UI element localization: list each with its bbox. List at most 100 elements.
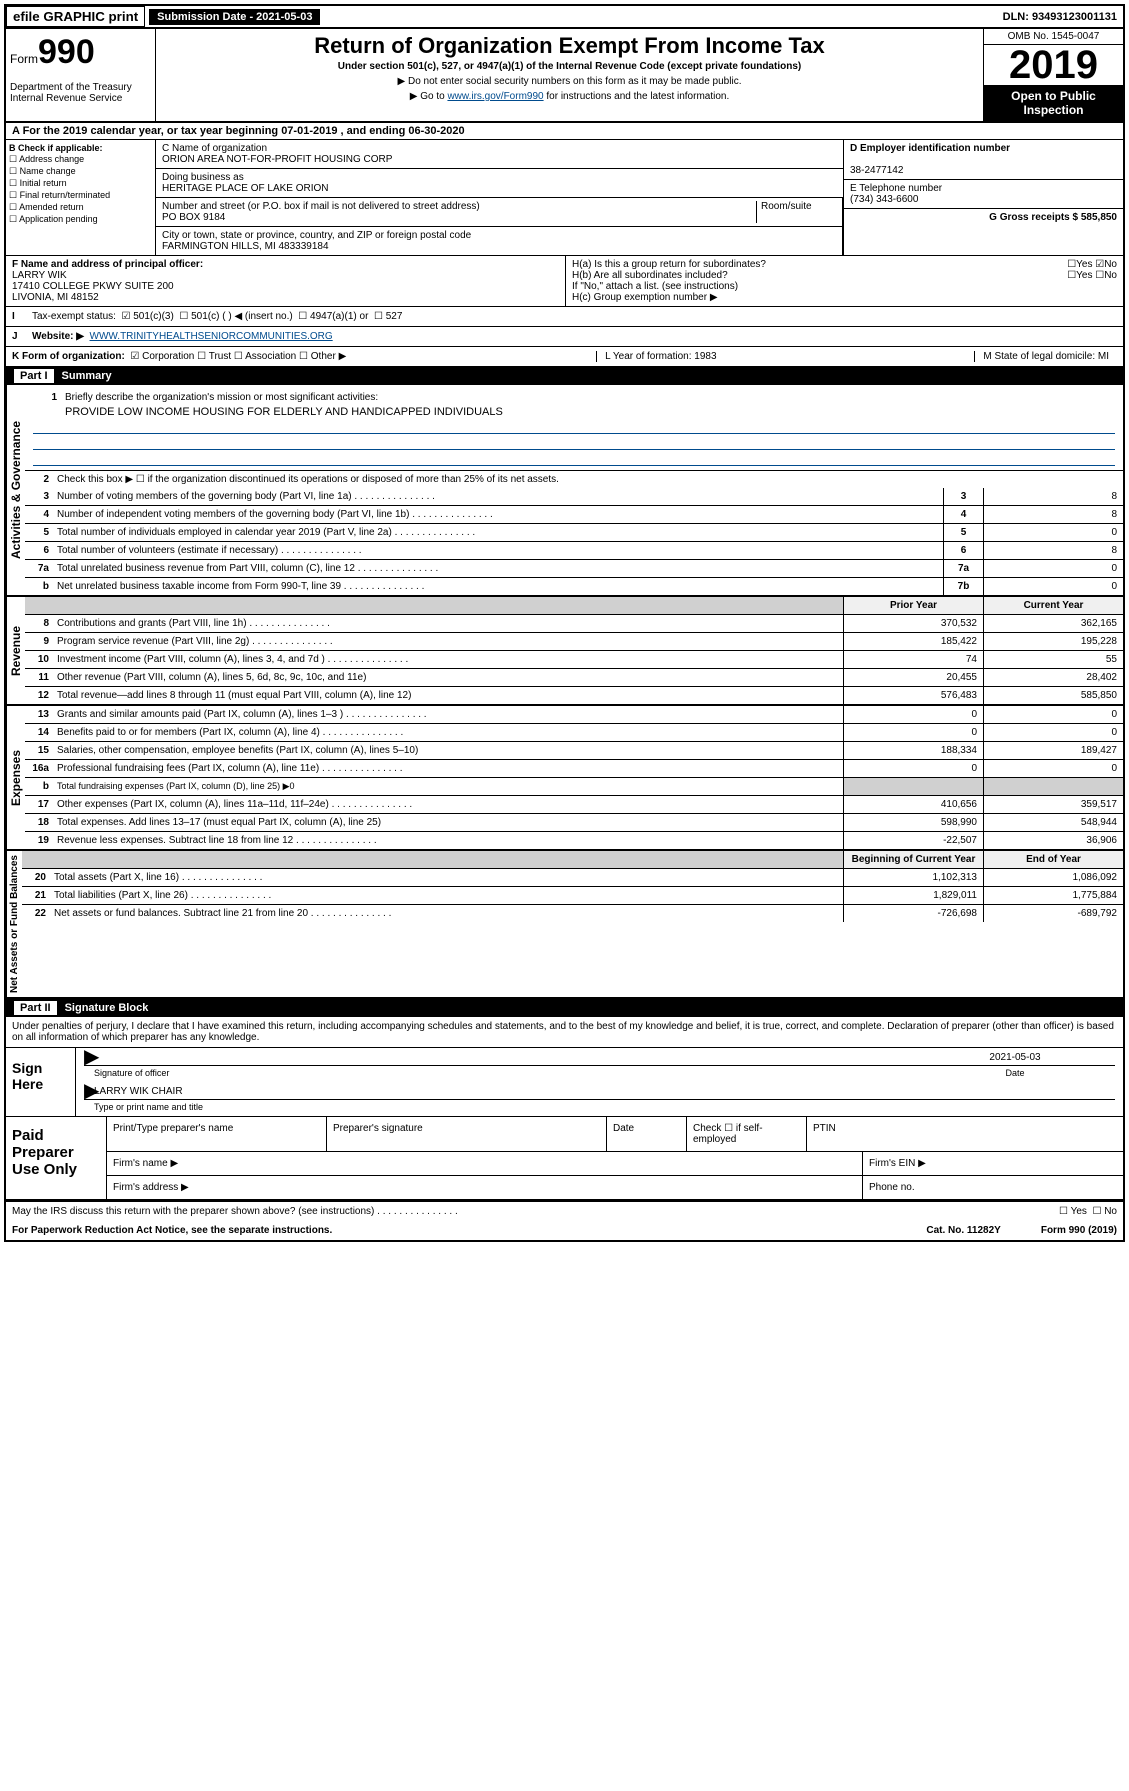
period-line: A For the 2019 calendar year, or tax yea… bbox=[6, 123, 1123, 140]
form-990-page: efile GRAPHIC print Submission Date - 20… bbox=[4, 4, 1125, 1242]
discuss-no[interactable]: ☐ No bbox=[1092, 1206, 1117, 1217]
room-suite: Room/suite bbox=[756, 201, 836, 223]
line-6-value: 8 bbox=[983, 542, 1123, 559]
line-7b: Net unrelated business taxable income fr… bbox=[53, 578, 943, 595]
line-2: Check this box ▶ ☐ if the organization d… bbox=[53, 471, 1123, 488]
line-15: Salaries, other compensation, employee b… bbox=[53, 742, 843, 759]
prep-date-header: Date bbox=[607, 1117, 687, 1151]
paperwork-notice: For Paperwork Reduction Act Notice, see … bbox=[12, 1225, 332, 1236]
discuss-row: May the IRS discuss this return with the… bbox=[6, 1201, 1123, 1221]
line-21: Total liabilities (Part X, line 26) bbox=[50, 887, 843, 904]
footer-row: For Paperwork Reduction Act Notice, see … bbox=[6, 1221, 1123, 1240]
check-address-change[interactable]: ☐ Address change bbox=[9, 154, 152, 165]
line-7a-value: 0 bbox=[983, 560, 1123, 577]
dba-cell: Doing business as HERITAGE PLACE OF LAKE… bbox=[156, 169, 843, 198]
line-17: Other expenses (Part IX, column (A), lin… bbox=[53, 796, 843, 813]
check-527[interactable]: ☐ 527 bbox=[374, 311, 402, 322]
line-8: Contributions and grants (Part VIII, lin… bbox=[53, 615, 843, 632]
line-7a: Total unrelated business revenue from Pa… bbox=[53, 560, 943, 577]
governance-section: Activities & Governance 1Briefly describ… bbox=[6, 385, 1123, 597]
paid-preparer-label: Paid Preparer Use Only bbox=[6, 1117, 106, 1199]
sig-date-value: 2021-05-03 bbox=[915, 1052, 1115, 1063]
form-number: Form990 bbox=[10, 33, 151, 72]
sign-here-label: Sign Here bbox=[6, 1048, 76, 1116]
officer-name: LARRY WIK bbox=[12, 270, 67, 281]
fh-row: F Name and address of principal officer:… bbox=[6, 256, 1123, 307]
h-a: H(a) Is this a group return for subordin… bbox=[572, 259, 1117, 270]
line-1: Briefly describe the organization's miss… bbox=[61, 389, 1115, 406]
form-of-org-row: K Form of organization: ☑ Corporation ☐ … bbox=[6, 347, 1123, 367]
check-501c3[interactable]: ☑ 501(c)(3) bbox=[121, 311, 173, 322]
prep-sig-header: Preparer's signature bbox=[327, 1117, 607, 1151]
net-assets-tab: Net Assets or Fund Balances bbox=[6, 851, 22, 997]
signature-block: Sign Here ▶2021-05-03 Signature of offic… bbox=[6, 1048, 1123, 1117]
preparer-block: Paid Preparer Use Only Print/Type prepar… bbox=[6, 1117, 1123, 1201]
phone-value: (734) 343-6600 bbox=[850, 194, 918, 205]
revenue-section: Revenue Prior YearCurrent Year 8Contribu… bbox=[6, 597, 1123, 706]
begin-year-header: Beginning of Current Year bbox=[843, 851, 983, 868]
line-16b: Total fundraising expenses (Part IX, col… bbox=[53, 778, 843, 795]
revenue-tab: Revenue bbox=[6, 597, 25, 704]
top-bar: efile GRAPHIC print Submission Date - 20… bbox=[6, 6, 1123, 29]
line-19: Revenue less expenses. Subtract line 18 … bbox=[53, 832, 843, 849]
check-corporation[interactable]: ☑ Corporation bbox=[130, 351, 194, 362]
website-row: J Website: ▶ WWW.TRINITYHEALTHSENIORCOMM… bbox=[6, 327, 1123, 347]
line-20: Total assets (Part X, line 16) bbox=[50, 869, 843, 886]
prep-ptin-header: PTIN bbox=[807, 1117, 1123, 1151]
org-name-cell: C Name of organization ORION AREA NOT-FO… bbox=[156, 140, 843, 169]
org-name: ORION AREA NOT-FOR-PROFIT HOUSING CORP bbox=[162, 154, 392, 165]
ein-cell: D Employer identification number 38-2477… bbox=[844, 140, 1123, 180]
end-year-header: End of Year bbox=[983, 851, 1123, 868]
h-b-note: If "No," attach a list. (see instruction… bbox=[572, 281, 1117, 292]
check-final-return[interactable]: ☐ Final return/terminated bbox=[9, 190, 152, 201]
part-1-header: Part ISummary bbox=[6, 367, 1123, 385]
line-7b-value: 0 bbox=[983, 578, 1123, 595]
line-14: Benefits paid to or for members (Part IX… bbox=[53, 724, 843, 741]
check-association[interactable]: ☐ Association bbox=[234, 351, 296, 362]
open-inspection: Open to Public Inspection bbox=[984, 85, 1123, 121]
discuss-yes[interactable]: ☐ Yes bbox=[1059, 1206, 1087, 1217]
check-application-pending[interactable]: ☐ Application pending bbox=[9, 214, 152, 225]
col-b-checkboxes: B Check if applicable: ☐ Address change … bbox=[6, 140, 156, 255]
street-address: PO BOX 9184 bbox=[162, 212, 225, 223]
cat-no: Cat. No. 11282Y bbox=[926, 1225, 1000, 1236]
perjury-statement: Under penalties of perjury, I declare th… bbox=[6, 1017, 1123, 1048]
city-cell: City or town, state or province, country… bbox=[156, 227, 842, 255]
firm-address: Firm's address ▶ bbox=[107, 1176, 863, 1199]
check-amended-return[interactable]: ☐ Amended return bbox=[9, 202, 152, 213]
check-trust[interactable]: ☐ Trust bbox=[197, 351, 231, 362]
check-4947[interactable]: ☐ 4947(a)(1) or bbox=[298, 311, 368, 322]
line-4: Number of independent voting members of … bbox=[53, 506, 943, 523]
ein-value: 38-2477142 bbox=[850, 165, 903, 176]
line-9: Program service revenue (Part VIII, line… bbox=[53, 633, 843, 650]
line-5-value: 0 bbox=[983, 524, 1123, 541]
line-4-value: 8 bbox=[983, 506, 1123, 523]
line-5: Total number of individuals employed in … bbox=[53, 524, 943, 541]
officer-addr1: 17410 COLLEGE PKWY SUITE 200 bbox=[12, 281, 174, 292]
goto-note: ▶ Go to www.irs.gov/Form990 for instruct… bbox=[160, 91, 979, 102]
expenses-tab: Expenses bbox=[6, 706, 25, 849]
check-501c[interactable]: ☐ 501(c) ( ) ◀ (insert no.) bbox=[179, 311, 292, 322]
website-link[interactable]: WWW.TRINITYHEALTHSENIORCOMMUNITIES.ORG bbox=[90, 331, 333, 342]
prep-self-employed[interactable]: Check ☐ if self-employed bbox=[687, 1117, 807, 1151]
net-assets-section: Net Assets or Fund Balances Beginning of… bbox=[6, 851, 1123, 999]
line-12: Total revenue—add lines 8 through 11 (mu… bbox=[53, 687, 843, 704]
name-title-label: Type or print name and title bbox=[76, 1102, 1123, 1116]
h-b: H(b) Are all subordinates included?☐Yes … bbox=[572, 270, 1117, 281]
efile-print-button[interactable]: efile GRAPHIC print bbox=[6, 6, 145, 27]
governance-tab: Activities & Governance bbox=[6, 385, 25, 595]
firm-name: Firm's name ▶ bbox=[107, 1152, 863, 1175]
mission-text: PROVIDE LOW INCOME HOUSING FOR ELDERLY A… bbox=[33, 406, 1115, 418]
check-initial-return[interactable]: ☐ Initial return bbox=[9, 178, 152, 189]
irs-link[interactable]: www.irs.gov/Form990 bbox=[447, 91, 543, 102]
check-other[interactable]: ☐ Other ▶ bbox=[299, 351, 346, 362]
line-18: Total expenses. Add lines 13–17 (must eq… bbox=[53, 814, 843, 831]
form-header: Form990 Department of the Treasury Inter… bbox=[6, 29, 1123, 123]
info-block: B Check if applicable: ☐ Address change … bbox=[6, 140, 1123, 256]
prior-year-header: Prior Year bbox=[843, 597, 983, 614]
gross-receipts: G Gross receipts $ 585,850 bbox=[844, 209, 1123, 226]
check-name-change[interactable]: ☐ Name change bbox=[9, 166, 152, 177]
line-11: Other revenue (Part VIII, column (A), li… bbox=[53, 669, 843, 686]
ssn-note: ▶ Do not enter social security numbers o… bbox=[160, 76, 979, 87]
phone-cell: E Telephone number (734) 343-6600 bbox=[844, 180, 1123, 209]
